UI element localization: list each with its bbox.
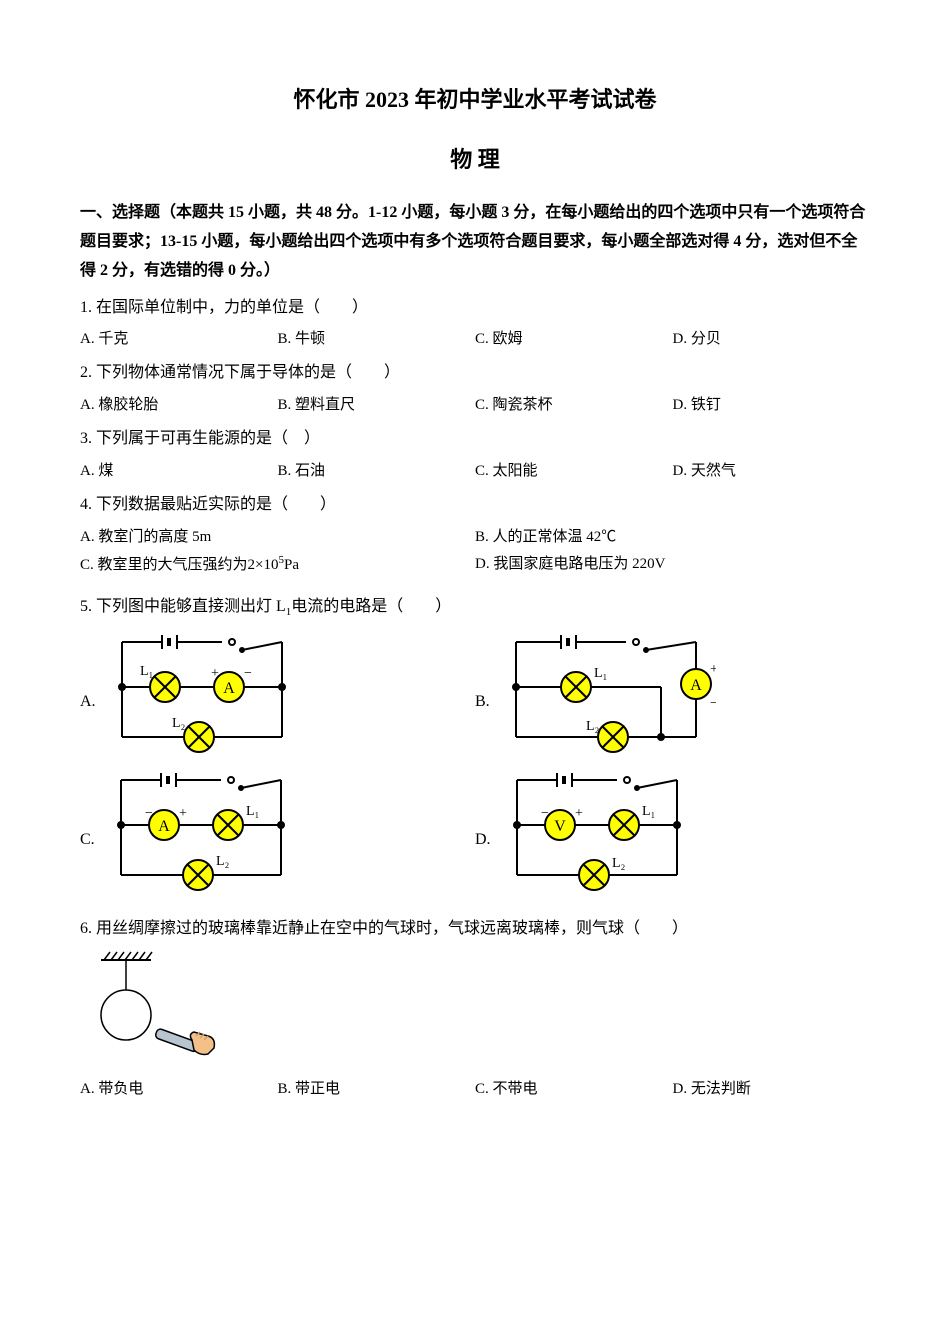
svg-text:+: + xyxy=(575,806,583,821)
question-1-options: A. 千克 B. 牛顿 C. 欧姆 D. 分贝 xyxy=(80,326,870,353)
q3-option-c: C. 太阳能 xyxy=(475,458,673,485)
q5-label-a: A. xyxy=(80,688,96,717)
svg-text:L₁: L₁ xyxy=(246,804,259,819)
q1-option-d: D. 分贝 xyxy=(673,326,871,353)
q6-option-c: C. 不带电 xyxy=(475,1076,673,1103)
svg-text:L₂: L₂ xyxy=(216,854,230,869)
q1-option-a: A. 千克 xyxy=(80,326,278,353)
q5-circuit-d: D. xyxy=(475,765,870,895)
q2-option-d: D. 铁钉 xyxy=(673,392,871,419)
q2-option-c: C. 陶瓷茶杯 xyxy=(475,392,673,419)
q6-option-a: A. 带负电 xyxy=(80,1076,278,1103)
circuit-d-svg: V − + L₁ L₂ xyxy=(497,765,697,895)
balloon-svg xyxy=(96,950,226,1060)
q6-option-b: B. 带正电 xyxy=(278,1076,476,1103)
question-4-options: A. 教室门的高度 5m B. 人的正常体温 42℃ C. 教室里的大气压强约为… xyxy=(80,524,870,579)
question-4: 4. 下列数据最贴近实际的是（ ） A. 教室门的高度 5m B. 人的正常体温… xyxy=(80,491,870,579)
svg-text:L₂: L₂ xyxy=(612,856,626,871)
svg-text:+: + xyxy=(211,666,219,681)
question-4-stem: 4. 下列数据最贴近实际的是（ ） xyxy=(80,491,870,520)
q4c-unit: Pa xyxy=(284,557,299,573)
q4-option-c: C. 教室里的大气压强约为2×105Pa xyxy=(80,551,475,579)
q5-row-1: A. xyxy=(80,627,870,757)
question-1: 1. 在国际单位制中，力的单位是（ ） A. 千克 B. 牛顿 C. 欧姆 D.… xyxy=(80,294,870,354)
q5-stem-pre: 5. 下列图中能够直接测出灯 L xyxy=(80,598,286,615)
q5-row-2: C. xyxy=(80,765,870,895)
q4c-pre: C. 教室里的大气压强约为 xyxy=(80,557,248,573)
q2-option-b: B. 塑料直尺 xyxy=(278,392,476,419)
svg-text:−: − xyxy=(541,806,549,821)
svg-text:−: − xyxy=(710,696,716,711)
q6-figure xyxy=(96,950,870,1071)
q3-option-d: D. 天然气 xyxy=(673,458,871,485)
q4-option-d: D. 我国家庭电路电压为 220V xyxy=(475,551,870,579)
q1-option-c: C. 欧姆 xyxy=(475,326,673,353)
circuit-b-svg: A + − xyxy=(496,627,716,757)
circuit-c-svg: A − + L₁ L₂ xyxy=(101,765,301,895)
question-3: 3. 下列属于可再生能源的是（ ） A. 煤 B. 石油 C. 太阳能 D. 天… xyxy=(80,425,870,485)
svg-text:A: A xyxy=(223,680,235,697)
svg-text:−: − xyxy=(244,666,252,681)
svg-text:L₂: L₂ xyxy=(586,719,600,734)
exam-subject: 物 理 xyxy=(80,140,870,180)
q5-stem-post: 电流的电路是（ ） xyxy=(291,598,451,615)
q5-circuit-b: B. A xyxy=(475,627,870,757)
svg-text:−: − xyxy=(145,806,153,821)
question-5: 5. 下列图中能够直接测出灯 L1电流的电路是（ ） A. xyxy=(80,593,870,895)
svg-text:+: + xyxy=(710,662,716,677)
q5-circuit-a: A. xyxy=(80,627,475,757)
q3-option-b: B. 石油 xyxy=(278,458,476,485)
circuit-a-svg: A + − L₁ L₂ xyxy=(102,627,302,757)
q6-option-d: D. 无法判断 xyxy=(673,1076,871,1103)
q3-option-a: A. 煤 xyxy=(80,458,278,485)
svg-text:L₂: L₂ xyxy=(172,716,186,731)
q5-circuit-c: C. xyxy=(80,765,475,895)
question-6-stem: 6. 用丝绸摩擦过的玻璃棒靠近静止在空中的气球时，气球远离玻璃棒，则气球（ ） xyxy=(80,915,870,944)
question-3-options: A. 煤 B. 石油 C. 太阳能 D. 天然气 xyxy=(80,458,870,485)
question-2-options: A. 橡胶轮胎 B. 塑料直尺 C. 陶瓷茶杯 D. 铁钉 xyxy=(80,392,870,419)
svg-text:+: + xyxy=(179,806,187,821)
svg-text:L₁: L₁ xyxy=(594,666,607,681)
section-instructions: 一、选择题（本题共 15 小题，共 48 分。1-12 小题，每小题 3 分，在… xyxy=(80,199,870,285)
question-2: 2. 下列物体通常情况下属于导体的是（ ） A. 橡胶轮胎 B. 塑料直尺 C.… xyxy=(80,359,870,419)
svg-text:L₁: L₁ xyxy=(140,664,153,679)
svg-text:L₁: L₁ xyxy=(642,804,655,819)
q5-label-c: C. xyxy=(80,826,95,855)
svg-text:A: A xyxy=(158,818,170,835)
q4-option-a: A. 教室门的高度 5m xyxy=(80,524,475,551)
question-5-stem: 5. 下列图中能够直接测出灯 L1电流的电路是（ ） xyxy=(80,593,870,623)
question-2-stem: 2. 下列物体通常情况下属于导体的是（ ） xyxy=(80,359,870,388)
q4c-exp: 2×10 xyxy=(248,557,279,573)
q2-option-a: A. 橡胶轮胎 xyxy=(80,392,278,419)
svg-text:A: A xyxy=(690,677,702,694)
q5-label-d: D. xyxy=(475,826,491,855)
q4-option-b: B. 人的正常体温 42℃ xyxy=(475,524,870,551)
question-3-stem: 3. 下列属于可再生能源的是（ ） xyxy=(80,425,870,454)
q5-label-b: B. xyxy=(475,688,490,717)
exam-title: 怀化市 2023 年初中学业水平考试试卷 xyxy=(80,80,870,120)
question-6: 6. 用丝绸摩擦过的玻璃棒靠近静止在空中的气球时，气球远离玻璃棒，则气球（ ） xyxy=(80,915,870,1104)
q1-option-b: B. 牛顿 xyxy=(278,326,476,353)
question-6-options: A. 带负电 B. 带正电 C. 不带电 D. 无法判断 xyxy=(80,1076,870,1103)
svg-text:V: V xyxy=(554,818,566,835)
question-1-stem: 1. 在国际单位制中，力的单位是（ ） xyxy=(80,294,870,323)
